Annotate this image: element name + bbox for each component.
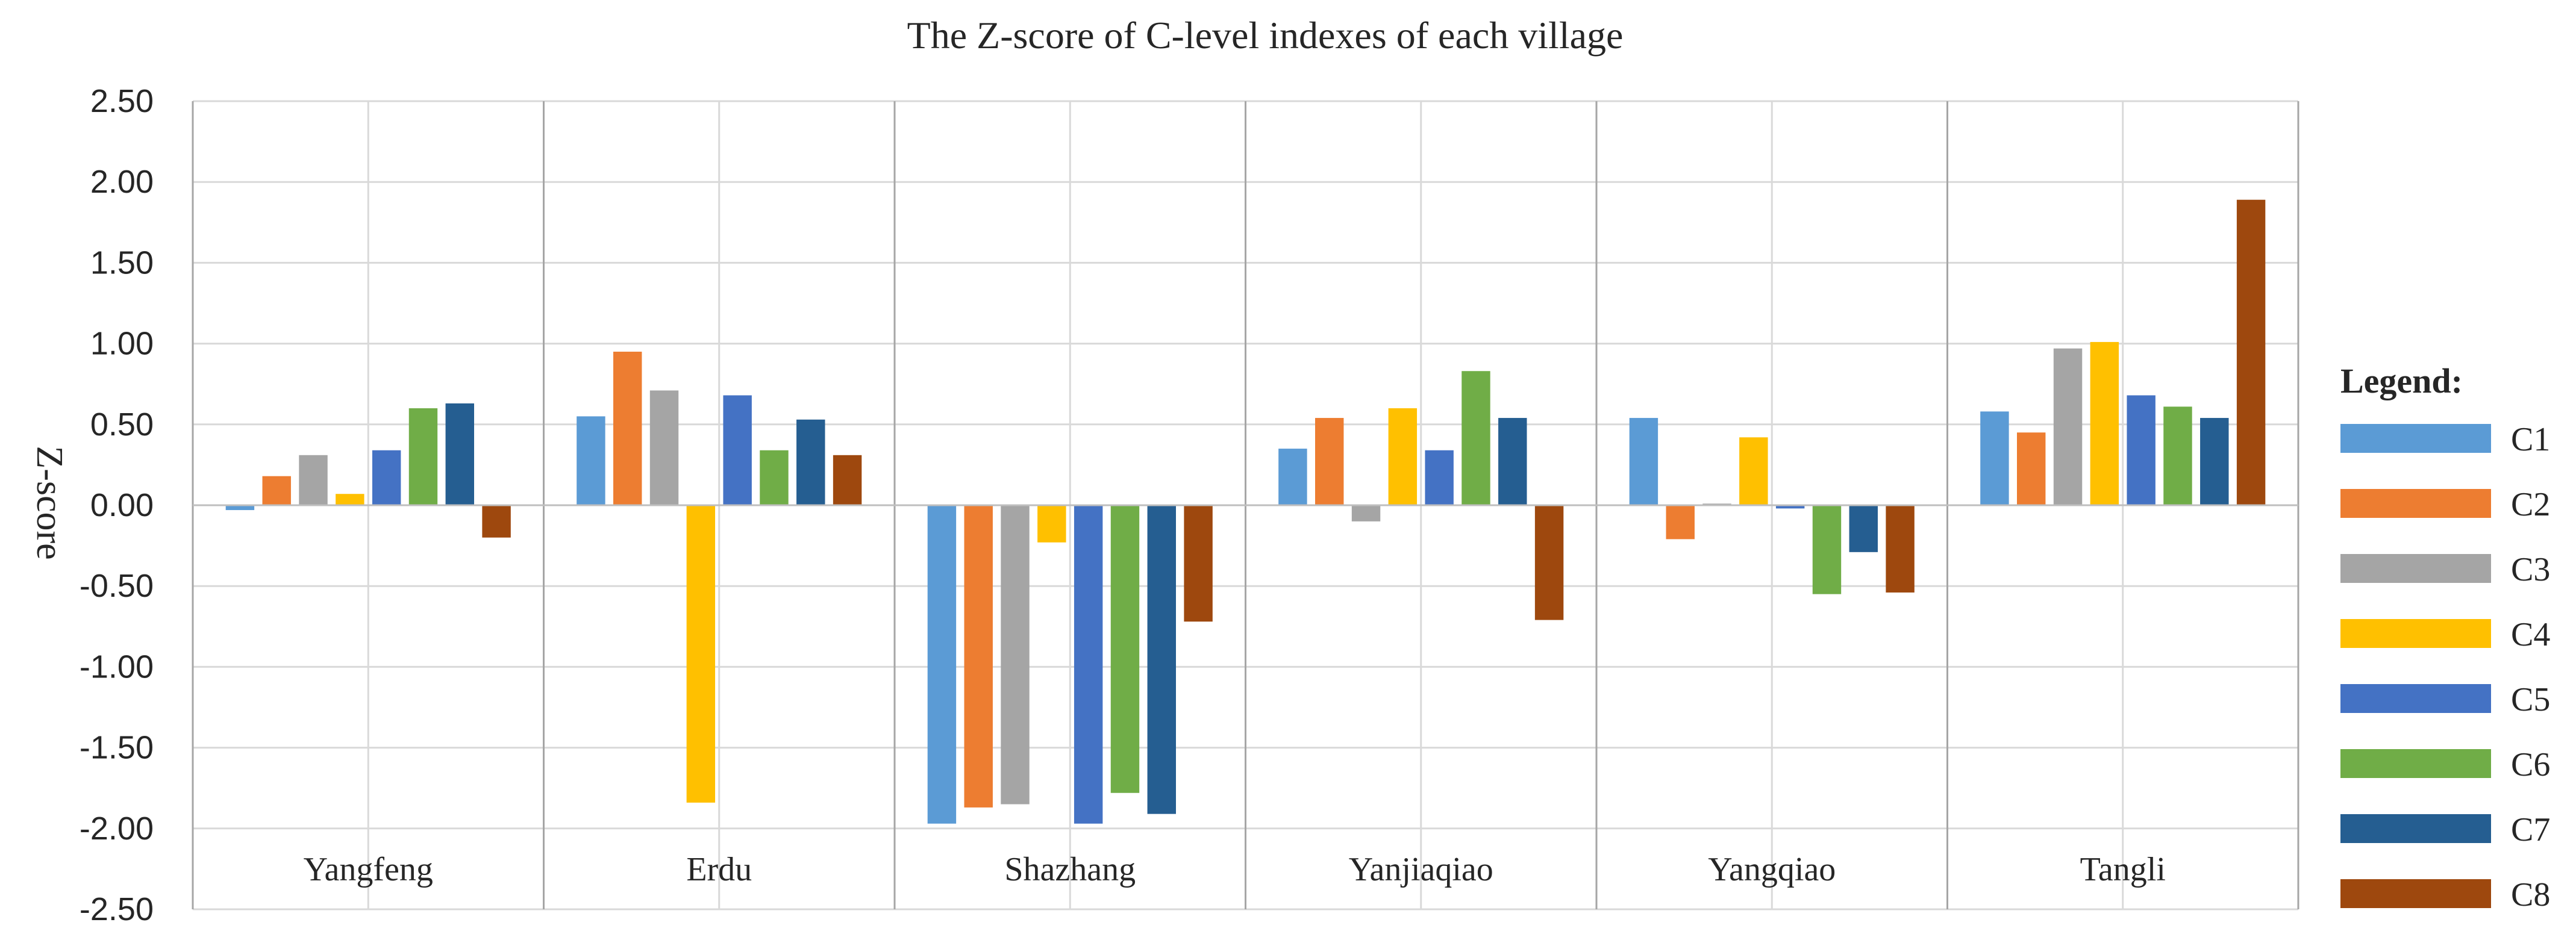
legend-title: Legend: (2340, 361, 2463, 400)
bar-c5 (1425, 450, 1454, 505)
bar-c1 (1629, 418, 1658, 505)
bar-c3 (1351, 505, 1381, 521)
bar-c8 (833, 455, 862, 505)
bar-c4 (1739, 437, 1768, 505)
bar-c1 (577, 416, 605, 505)
legend-label-c4: C4 (2511, 616, 2550, 653)
category-label: Erdu (686, 851, 752, 888)
legend-label-c1: C1 (2511, 421, 2550, 458)
bar-c7 (1147, 505, 1176, 814)
bar-c1 (225, 505, 255, 511)
bar-c7 (1849, 505, 1878, 552)
bar-c1 (927, 505, 957, 824)
bar-c8 (1534, 505, 1564, 620)
legend-swatch-c3 (2340, 554, 2491, 583)
y-tick-label: -1.50 (80, 730, 154, 766)
y-tick-label: -0.50 (80, 568, 154, 604)
bar-c2 (2017, 432, 2046, 505)
y-tick-label: 1.00 (90, 326, 154, 362)
bar-c4 (1388, 408, 1418, 505)
legend: Legend: C1 C2 C3 C4 C5 C6 C7 C8 (2340, 361, 2550, 914)
bar-c8 (1886, 505, 1915, 593)
legend-swatch-c7 (2340, 814, 2491, 843)
y-tick-label: -1.00 (80, 649, 154, 685)
bar-c2 (964, 505, 993, 808)
bar-c7 (2200, 418, 2229, 505)
legend-swatch-c2 (2340, 489, 2491, 518)
bar-c2 (1666, 505, 1695, 540)
bar-c1 (1980, 411, 2009, 505)
y-tick-label: -2.00 (80, 811, 154, 847)
bar-c2 (262, 476, 291, 505)
bar-c2 (1315, 418, 1344, 505)
bar-c3 (649, 390, 679, 505)
y-tick-label: 0.00 (90, 487, 154, 523)
bar-c6 (1812, 505, 1842, 594)
bar-c3 (299, 455, 328, 505)
y-axis-label: Z-score (29, 446, 70, 559)
bar-c8 (482, 505, 511, 538)
y-tick-label: 1.50 (90, 244, 154, 281)
bar-c5 (1074, 505, 1103, 824)
bar-c2 (613, 352, 642, 505)
legend-label-c6: C6 (2511, 746, 2550, 783)
category-label: Tangli (2080, 851, 2166, 888)
bar-c6 (760, 450, 789, 505)
bar-c3 (2053, 348, 2083, 505)
legend-swatch-c1 (2340, 424, 2491, 453)
y-tick-label: 0.50 (90, 406, 154, 443)
y-tick-label: 2.00 (90, 164, 154, 200)
bar-c8 (2236, 199, 2266, 505)
legend-label-c3: C3 (2511, 551, 2550, 588)
bar-c4 (686, 505, 716, 803)
legend-swatch-c6 (2340, 749, 2491, 778)
legend-swatch-c8 (2340, 879, 2491, 908)
bar-c6 (2163, 406, 2192, 505)
category-label: Yangqiao (1708, 851, 1836, 888)
bar-c6 (408, 408, 438, 505)
bar-c4 (336, 494, 364, 505)
legend-swatch-c4 (2340, 619, 2491, 648)
bar-c5 (1775, 505, 1805, 509)
plot-area: 2.50 2.00 1.50 1.00 0.50 0.00 -0.50 -1.00 -1.50 -… (80, 83, 2299, 927)
legend-label-c2: C2 (2511, 486, 2550, 523)
bar-c8 (1184, 505, 1213, 622)
legend-label-c8: C8 (2511, 876, 2550, 914)
bar-c7 (1498, 418, 1527, 505)
legend-label-c5: C5 (2511, 681, 2550, 718)
y-tick-label: -2.50 (80, 891, 154, 927)
bar-c5 (372, 450, 401, 505)
legend-swatch-c5 (2340, 684, 2491, 713)
bar-c5 (2127, 395, 2156, 505)
category-label: Yanjiaqiao (1349, 851, 1493, 888)
chart-title: The Z-score of C-level indexes of each v… (907, 14, 1624, 57)
y-tick-label: 2.50 (90, 83, 154, 119)
bar-c4 (2090, 341, 2119, 505)
category-label: Yangfeng (304, 851, 433, 888)
bar-c7 (796, 419, 825, 505)
bar-c5 (723, 395, 752, 505)
legend-label-c7: C7 (2511, 811, 2550, 848)
bar-c7 (445, 403, 474, 505)
category-label: Shazhang (1004, 851, 1136, 888)
bar-c6 (1462, 371, 1490, 505)
bar-c6 (1110, 505, 1140, 793)
bar-c3 (1001, 505, 1030, 805)
bar-c4 (1037, 505, 1066, 543)
bar-c1 (1278, 449, 1307, 505)
